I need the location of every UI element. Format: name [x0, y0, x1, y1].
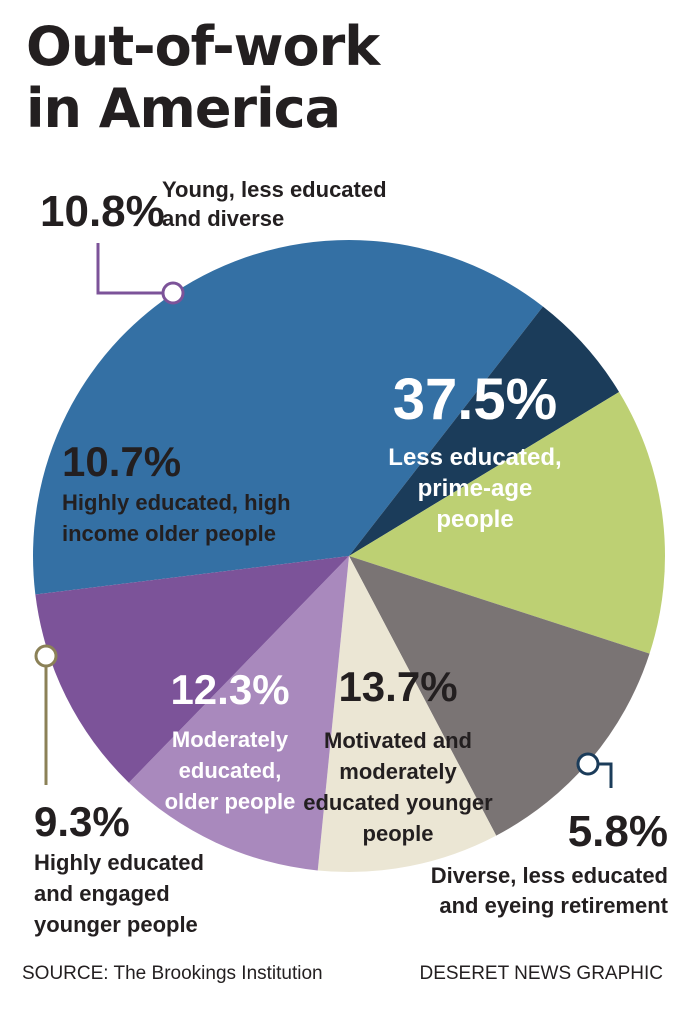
desc-label-highly-educated-engaged-younger: Highly educated [34, 850, 204, 875]
slice-highly-educated-engaged-younger [317, 556, 497, 873]
desc-label-young-less-educated-diverse: Young, less educated [162, 177, 387, 202]
desc-label-highly-educated-engaged-younger: younger people [34, 912, 198, 937]
desc-label-motivated-younger: Motivated and [324, 728, 472, 753]
desc-label-diverse-eyeing-retirement: and eyeing retirement [439, 893, 668, 918]
desc-label-moderately-educated-older: older people [165, 789, 296, 814]
desc-label-young-less-educated-diverse: and diverse [162, 206, 284, 231]
slice-labels: 37.5% Less educated, prime-age people 5.8% Di… [34, 177, 669, 937]
pct-label-highly-educated-high-income: 10.7% [62, 438, 181, 485]
pct-label-highly-educated-engaged-younger: 9.3% [34, 798, 130, 845]
title-line-1: Out-of-work [26, 15, 380, 78]
slice-young-less-educated-diverse [35, 556, 350, 783]
desc-label-motivated-younger: educated younger [303, 790, 493, 815]
source-note: SOURCE: The Brookings Institution [22, 963, 323, 984]
title-line-2: in America [26, 77, 341, 140]
desc-label-less-educated-prime-age: people [436, 506, 513, 533]
slice-motivated-younger [349, 391, 665, 654]
leader-lines [34, 243, 613, 788]
desc-label-moderately-educated-older: educated, [179, 758, 282, 783]
desc-label-motivated-younger: people [363, 821, 434, 846]
slice-moderately-educated-older [349, 556, 650, 836]
desc-label-highly-educated-high-income: Highly educated, high [62, 490, 291, 515]
leader-young-diverse-line [96, 243, 173, 295]
leader-diverse-retirement-marker [576, 752, 600, 776]
chart-title: Out-of-work in America [26, 15, 380, 140]
leader-young-diverse-marker [161, 281, 185, 305]
desc-label-moderately-educated-older: Moderately [172, 727, 289, 752]
pie-slices [33, 240, 665, 873]
graphic-credit: DESERET NEWS GRAPHIC [419, 963, 663, 984]
pct-label-motivated-younger: 13.7% [338, 663, 457, 710]
desc-label-less-educated-prime-age: prime-age [418, 475, 533, 502]
pct-label-less-educated-prime-age: 37.5% [393, 367, 557, 432]
desc-label-highly-educated-engaged-younger: and engaged [34, 881, 170, 906]
slice-highly-educated-high-income [128, 556, 349, 871]
desc-label-diverse-eyeing-retirement: Diverse, less educated [431, 863, 668, 888]
pct-label-moderately-educated-older: 12.3% [170, 666, 289, 713]
leader-engaged-younger-marker [34, 644, 58, 668]
pct-label-diverse-eyeing-retirement: 5.8% [568, 807, 668, 856]
slice-less-educated-prime-age [33, 240, 543, 595]
slice-diverse-eyeing-retirement [349, 306, 620, 556]
desc-label-motivated-younger: moderately [339, 759, 457, 784]
desc-label-less-educated-prime-age: Less educated, [388, 444, 561, 471]
desc-label-highly-educated-high-income: income older people [62, 521, 276, 546]
pct-label-young-less-educated-diverse: 10.8% [40, 187, 165, 236]
